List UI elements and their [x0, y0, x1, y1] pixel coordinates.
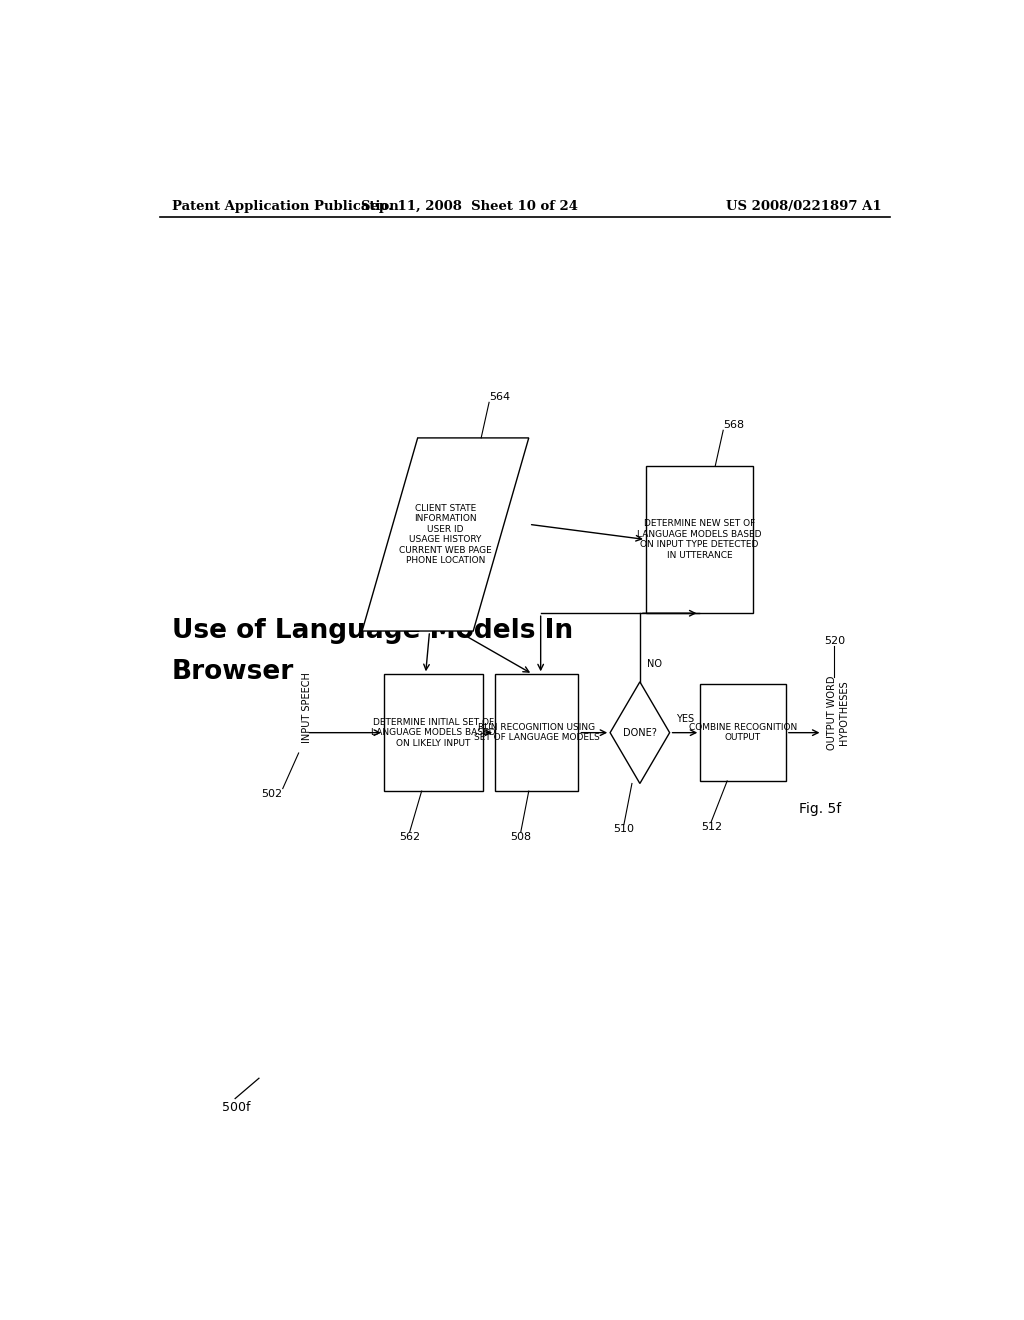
- Text: 520: 520: [823, 636, 845, 647]
- Text: US 2008/0221897 A1: US 2008/0221897 A1: [726, 199, 882, 213]
- FancyBboxPatch shape: [495, 675, 579, 791]
- Text: 502: 502: [261, 788, 283, 799]
- Text: Use of Language Models In: Use of Language Models In: [172, 618, 572, 644]
- Text: 510: 510: [613, 824, 635, 834]
- Text: Sep. 11, 2008  Sheet 10 of 24: Sep. 11, 2008 Sheet 10 of 24: [360, 199, 578, 213]
- FancyBboxPatch shape: [384, 675, 483, 791]
- Text: DONE?: DONE?: [623, 727, 656, 738]
- Text: NO: NO: [647, 659, 662, 668]
- Polygon shape: [610, 682, 670, 784]
- Text: 508: 508: [510, 832, 531, 842]
- Text: RUN RECOGNITION USING
SET OF LANGUAGE MODELS: RUN RECOGNITION USING SET OF LANGUAGE MO…: [474, 723, 600, 742]
- Text: COMBINE RECOGNITION
OUTPUT: COMBINE RECOGNITION OUTPUT: [689, 723, 797, 742]
- Text: Browser: Browser: [172, 659, 294, 685]
- Text: 500f: 500f: [221, 1101, 250, 1114]
- Text: INPUT SPEECH: INPUT SPEECH: [301, 672, 311, 743]
- Text: DETERMINE INITIAL SET OF
LANGUAGE MODELS BASED
ON LIKELY INPUT: DETERMINE INITIAL SET OF LANGUAGE MODELS…: [372, 718, 496, 747]
- Text: 562: 562: [399, 832, 420, 842]
- Text: 568: 568: [723, 420, 744, 430]
- Text: OUTPUT WORD
HYPOTHESES: OUTPUT WORD HYPOTHESES: [827, 675, 849, 750]
- Text: Patent Application Publication: Patent Application Publication: [172, 199, 398, 213]
- Text: CLIENT STATE
INFORMATION
USER ID
USAGE HISTORY
CURRENT WEB PAGE
PHONE LOCATION: CLIENT STATE INFORMATION USER ID USAGE H…: [399, 504, 492, 565]
- Polygon shape: [362, 438, 528, 631]
- Text: YES: YES: [676, 714, 694, 725]
- Text: Fig. 5f: Fig. 5f: [799, 801, 841, 816]
- Text: 564: 564: [489, 392, 510, 403]
- FancyBboxPatch shape: [646, 466, 753, 614]
- Text: DETERMINE NEW SET OF
LANGUAGE MODELS BASED
ON INPUT TYPE DETECTED
IN UTTERANCE: DETERMINE NEW SET OF LANGUAGE MODELS BAS…: [637, 520, 762, 560]
- Text: 512: 512: [700, 821, 722, 832]
- FancyBboxPatch shape: [700, 684, 785, 781]
